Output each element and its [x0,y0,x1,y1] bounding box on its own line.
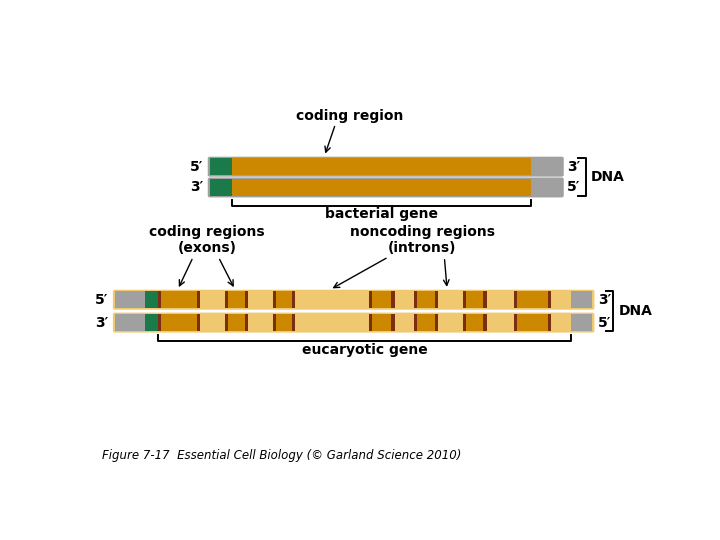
Bar [413,314,417,331]
Bar [197,314,225,331]
Bar [197,292,200,308]
Bar [483,314,487,331]
Bar [463,292,483,308]
Bar [292,314,295,331]
Bar [273,292,276,308]
Text: coding regions: coding regions [149,225,265,239]
Bar [369,314,392,331]
Bar [413,292,417,308]
Bar [435,314,438,331]
FancyBboxPatch shape [113,313,595,333]
Text: (introns): (introns) [388,241,456,255]
Bar [273,292,292,308]
Text: eucaryotic gene: eucaryotic gene [302,342,428,356]
Bar [197,292,225,308]
Bar [158,314,197,331]
Bar [571,292,593,308]
Bar [514,292,547,308]
Bar [245,292,273,308]
Bar [210,179,233,196]
Bar [547,292,551,308]
Bar [547,314,551,331]
Text: 5′: 5′ [95,293,109,307]
Bar [369,292,372,308]
Bar [369,314,372,331]
Bar [514,314,547,331]
Text: 3′: 3′ [190,180,203,194]
Text: 5′: 5′ [190,160,203,174]
Bar [413,314,435,331]
Bar [292,314,369,331]
Bar [435,314,463,331]
Bar [225,314,245,331]
Bar [145,292,158,308]
Bar [463,314,483,331]
Bar [392,314,413,331]
Bar [413,292,435,308]
Bar [392,292,395,308]
Bar [369,292,392,308]
Bar [392,292,413,308]
Bar [233,179,531,196]
Bar [435,292,463,308]
Bar [483,292,514,308]
Bar [463,314,466,331]
Bar [392,314,395,331]
Bar [273,314,292,331]
Bar [571,314,593,331]
Text: 5′: 5′ [567,180,580,194]
Bar [435,292,438,308]
Bar [197,314,200,331]
Bar [273,314,276,331]
Bar [158,292,197,308]
Bar [514,292,518,308]
Text: noncoding regions: noncoding regions [349,225,495,239]
Bar [483,292,487,308]
Bar [292,292,295,308]
Bar [158,292,161,308]
Bar [115,292,145,308]
Bar [245,292,248,308]
Text: DNA: DNA [590,170,624,184]
Bar [483,314,514,331]
Bar [463,292,466,308]
Text: DNA: DNA [618,304,652,318]
Bar [292,292,369,308]
Text: (exons): (exons) [178,241,237,255]
FancyBboxPatch shape [208,157,564,177]
Bar [233,158,531,175]
Bar [115,314,145,331]
Bar [514,314,518,331]
Text: coding region: coding region [296,109,403,123]
Bar [547,292,571,308]
Text: 5′: 5′ [598,315,611,329]
Bar [225,314,228,331]
Bar [158,314,161,331]
Bar [210,158,233,175]
Text: 3′: 3′ [598,293,611,307]
Bar [245,314,248,331]
Text: 3′: 3′ [567,160,580,174]
Bar [145,314,158,331]
Text: bacterial gene: bacterial gene [325,207,438,221]
Bar [547,314,571,331]
Bar [225,292,245,308]
FancyBboxPatch shape [208,178,564,198]
Bar [245,314,273,331]
Text: Figure 7-17  Essential Cell Biology (© Garland Science 2010): Figure 7-17 Essential Cell Biology (© Ga… [102,449,462,462]
Text: 3′: 3′ [95,315,109,329]
Bar [225,292,228,308]
FancyBboxPatch shape [113,290,595,310]
